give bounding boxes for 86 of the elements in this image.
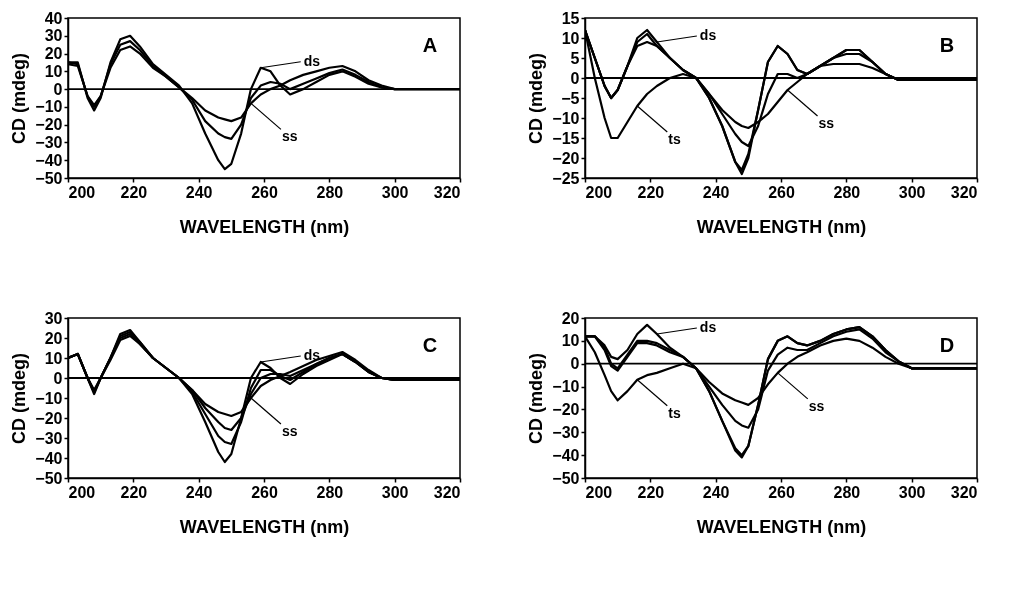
y-tick-label: −10 — [552, 109, 580, 127]
x-tick-label: 320 — [950, 183, 978, 201]
x-tick-label: 240 — [185, 183, 213, 201]
x-tick-label: 280 — [316, 483, 344, 501]
y-tick-label: −5 — [561, 89, 580, 107]
annotation: C — [422, 334, 438, 356]
x-tick-label: 240 — [185, 483, 213, 501]
x-tick-label: 300 — [898, 483, 926, 501]
x-tick-label: 260 — [768, 183, 795, 201]
y-tick-label: 0 — [570, 69, 580, 87]
y-axis-title: CD (mdeg) — [9, 53, 30, 144]
y-tick-label: 20 — [561, 309, 580, 327]
x-tick-label: 300 — [898, 183, 926, 201]
y-tick-label: 10 — [44, 349, 63, 367]
annotation: ss — [281, 423, 298, 439]
y-tick-label: 30 — [44, 27, 63, 45]
x-tick-label: 260 — [768, 483, 795, 501]
y-tick-label: 10 — [561, 332, 580, 350]
x-tick-label: 220 — [637, 183, 665, 201]
y-tick-label: −30 — [35, 133, 63, 151]
x-tick-label: 220 — [120, 483, 148, 501]
y-axis-title: CD (mdeg) — [526, 53, 547, 144]
y-tick-label: −40 — [35, 151, 63, 169]
x-tick-label: 280 — [316, 183, 344, 201]
annotation: ss — [818, 115, 835, 131]
y-tick-label: −40 — [35, 449, 63, 467]
y-tick-label: −20 — [35, 409, 63, 427]
x-tick-label: 200 — [585, 183, 613, 201]
x-axis-title: WAVELENGTH (nm) — [179, 216, 350, 237]
y-tick-label: −10 — [35, 98, 63, 116]
annotation: A — [422, 34, 438, 56]
y-tick-label: 5 — [570, 49, 580, 67]
y-tick-label: 10 — [561, 29, 580, 47]
annotation: ss — [281, 128, 298, 145]
y-tick-label: 0 — [570, 355, 580, 373]
y-tick-label: −20 — [552, 400, 580, 418]
y-tick-label: 15 — [561, 9, 580, 27]
y-tick-label: −15 — [552, 129, 580, 147]
annotation: ds — [303, 347, 321, 363]
y-tick-label: −50 — [552, 469, 580, 487]
y-axis-title: CD (mdeg) — [526, 353, 547, 444]
x-tick-label: 280 — [833, 483, 861, 501]
y-tick-label: 40 — [44, 9, 63, 27]
y-tick-label: 30 — [44, 309, 63, 327]
y-tick-label: −20 — [552, 149, 580, 167]
x-tick-label: 320 — [950, 483, 978, 501]
annotation: ts — [668, 404, 681, 421]
x-tick-label: 220 — [637, 483, 665, 501]
annotation: ds — [303, 52, 321, 69]
y-tick-label: −50 — [35, 169, 63, 187]
x-tick-label: 300 — [381, 483, 409, 501]
x-tick-label: 200 — [585, 483, 613, 501]
x-axis-title: WAVELENGTH (nm) — [696, 516, 867, 537]
x-tick-label: 200 — [68, 483, 96, 501]
y-tick-label: −25 — [552, 169, 580, 187]
annotation: ts — [668, 131, 681, 147]
y-tick-label: −10 — [552, 378, 580, 396]
x-tick-label: 200 — [68, 183, 96, 201]
x-tick-label: 240 — [702, 483, 730, 501]
y-tick-label: −40 — [552, 446, 580, 464]
x-tick-label: 320 — [433, 483, 461, 501]
x-tick-label: 300 — [381, 183, 409, 201]
y-tick-label: 20 — [44, 329, 63, 347]
y-axis-title: CD (mdeg) — [9, 353, 30, 444]
annotation: ss — [808, 397, 825, 414]
y-tick-label: −30 — [35, 429, 63, 447]
x-tick-label: 280 — [833, 183, 861, 201]
x-tick-label: 320 — [433, 183, 461, 201]
annotation: ds — [699, 319, 717, 335]
x-axis-title: WAVELENGTH (nm) — [179, 516, 350, 537]
y-tick-label: −50 — [35, 469, 63, 487]
x-tick-label: 260 — [251, 183, 278, 201]
y-tick-label: 0 — [53, 369, 63, 387]
y-tick-label: 0 — [53, 80, 63, 98]
y-tick-label: −10 — [35, 389, 63, 407]
annotation: ds — [699, 27, 717, 43]
x-tick-label: 220 — [120, 183, 148, 201]
y-tick-label: −20 — [35, 116, 63, 134]
y-tick-label: −30 — [552, 423, 580, 441]
annotation: B — [939, 34, 955, 56]
y-tick-label: 10 — [44, 62, 63, 80]
annotation: D — [939, 334, 955, 356]
x-tick-label: 260 — [251, 483, 278, 501]
x-tick-label: 240 — [702, 183, 730, 201]
y-tick-label: 20 — [44, 45, 63, 63]
x-axis-title: WAVELENGTH (nm) — [696, 216, 867, 237]
